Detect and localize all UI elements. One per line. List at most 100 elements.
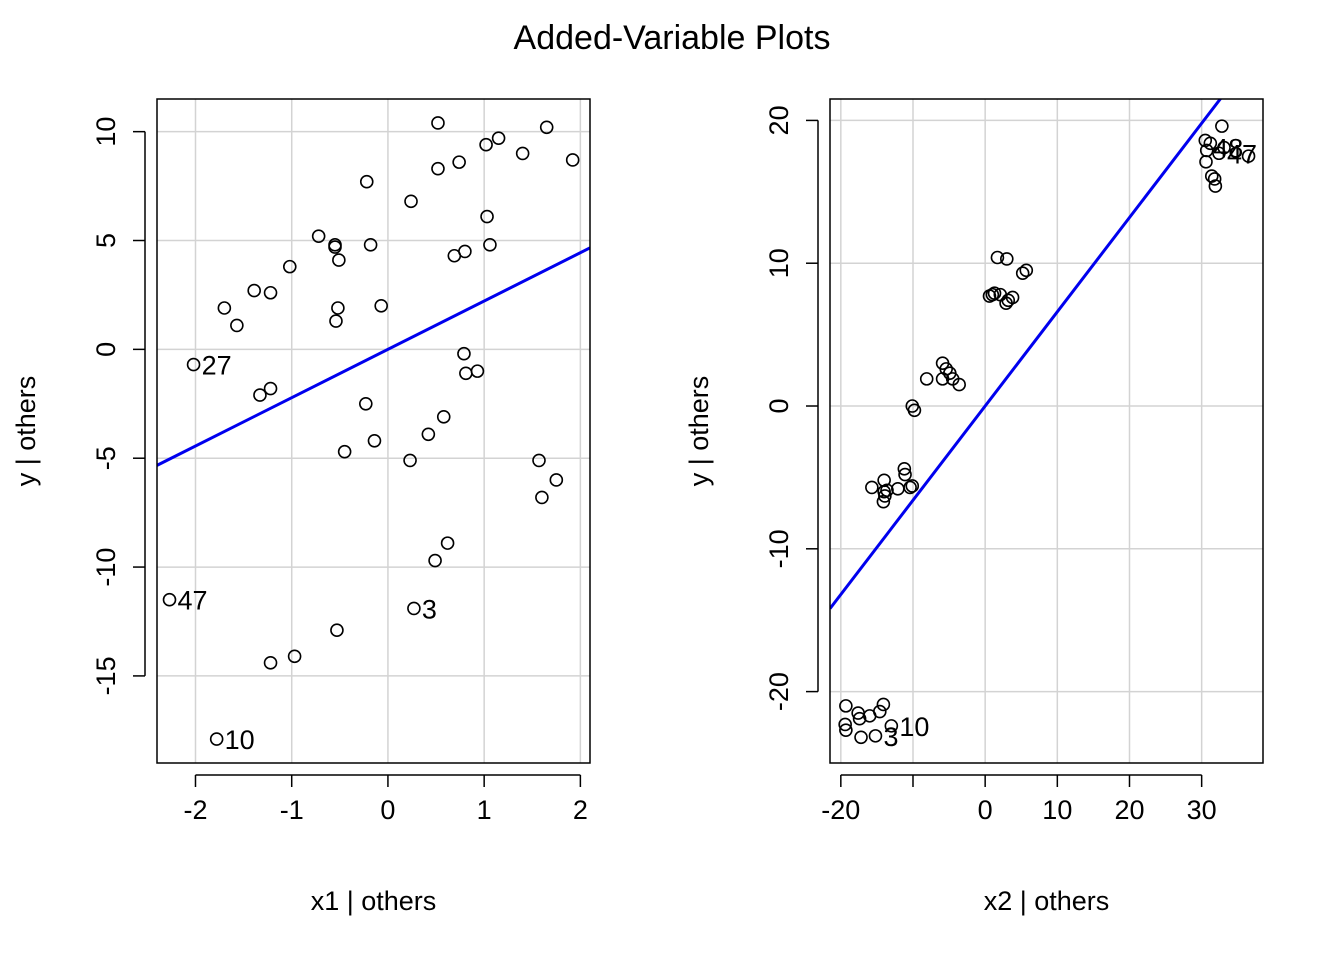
- data-point: [987, 286, 1002, 301]
- point-label: 3: [422, 594, 437, 624]
- data-point: [359, 174, 374, 189]
- data-point: [282, 259, 297, 274]
- data-point: [565, 153, 580, 167]
- data-point: [549, 473, 564, 487]
- x-tick-label: -2: [183, 795, 207, 825]
- data-point: [838, 717, 852, 732]
- data-point: [878, 489, 892, 503]
- data-point: [230, 318, 244, 333]
- data-point: [247, 283, 261, 298]
- data-point: [407, 601, 421, 616]
- x-axis-title: x1 | others: [311, 886, 437, 916]
- x-tick-label: -20: [821, 795, 860, 825]
- plot-frame: [829, 98, 1264, 764]
- data-point: [839, 699, 853, 713]
- data-point: [287, 649, 302, 664]
- data-point: [479, 137, 493, 152]
- data-point: [209, 732, 224, 746]
- data-point: [403, 453, 417, 468]
- data-point: [1241, 149, 1256, 163]
- data-point: [1208, 179, 1223, 193]
- y-tick-label: 20: [764, 105, 794, 135]
- data-point: [868, 729, 883, 743]
- data-point: [854, 730, 868, 745]
- data-point: [332, 253, 346, 267]
- data-point: [421, 427, 436, 442]
- data-point: [263, 656, 278, 670]
- data-point: [898, 467, 912, 482]
- y-tick-label: 10: [91, 117, 121, 147]
- data-point: [1212, 146, 1226, 161]
- data-point: [337, 444, 352, 459]
- data-point: [1203, 136, 1218, 151]
- y-tick-label: 0: [764, 398, 794, 413]
- point-label: 47: [1227, 139, 1257, 169]
- data-point: [329, 314, 343, 328]
- x-tick-label: 30: [1187, 795, 1217, 825]
- y-axis-title: y | others: [684, 376, 714, 487]
- x-tick-label: 0: [978, 795, 993, 825]
- data-point: [905, 479, 920, 493]
- data-point: [1207, 172, 1222, 186]
- data-point: [367, 433, 382, 448]
- data-point: [328, 240, 342, 254]
- data-point: [839, 723, 853, 737]
- data-point: [985, 287, 1000, 302]
- y-tick-label: 10: [764, 248, 794, 278]
- data-point: [1215, 119, 1229, 133]
- x-tick-label: 10: [1042, 795, 1072, 825]
- data-point: [876, 494, 891, 509]
- data-point: [1199, 155, 1213, 169]
- data-point: [263, 381, 278, 396]
- x-axis-title: x2 | others: [984, 886, 1110, 916]
- data-point: [359, 396, 373, 411]
- data-point: [876, 697, 891, 712]
- data-point: [1019, 263, 1034, 278]
- y-tick-label: -15: [91, 656, 121, 695]
- y-tick-label: 5: [91, 233, 121, 248]
- y-tick-label: -10: [764, 529, 794, 568]
- regression-line: [830, 99, 1223, 610]
- data-point: [491, 131, 506, 145]
- data-point: [331, 301, 345, 315]
- data-point: [865, 480, 879, 495]
- x-tick-label: 0: [380, 795, 395, 825]
- y-axis-title: y | others: [11, 376, 41, 487]
- data-point: [330, 623, 344, 638]
- point-label: 3: [883, 722, 898, 752]
- data-point: [872, 704, 887, 719]
- data-point: [447, 248, 462, 263]
- data-point: [431, 161, 445, 176]
- data-point: [263, 285, 278, 300]
- x-tick-label: 2: [573, 795, 588, 825]
- x-tick-label: -1: [280, 795, 304, 825]
- y-tick-label: -10: [91, 548, 121, 587]
- data-point: [535, 490, 549, 505]
- point-label: 47: [178, 586, 208, 616]
- y-tick-label: 0: [91, 342, 121, 357]
- x-tick-label: 20: [1114, 795, 1144, 825]
- data-point: [436, 410, 451, 424]
- data-point: [999, 296, 1013, 310]
- data-point: [952, 377, 966, 392]
- data-point: [428, 553, 442, 568]
- x-tick-label: 1: [477, 795, 492, 825]
- point-label: 27: [202, 351, 232, 381]
- data-point: [884, 719, 899, 733]
- data-point: [431, 116, 445, 130]
- data-point: [363, 238, 378, 252]
- data-point: [539, 120, 554, 135]
- data-point: [907, 403, 922, 418]
- data-point: [903, 480, 917, 495]
- chart-title: Added-Variable Plots: [514, 19, 831, 57]
- data-point: [990, 250, 1005, 265]
- data-point: [897, 462, 912, 476]
- data-point: [1015, 266, 1030, 281]
- data-point: [515, 146, 530, 161]
- y-tick-label: -20: [764, 672, 794, 711]
- data-point: [470, 364, 485, 378]
- data-point: [935, 372, 950, 386]
- data-point: [186, 357, 201, 372]
- point-label: 10: [899, 712, 929, 742]
